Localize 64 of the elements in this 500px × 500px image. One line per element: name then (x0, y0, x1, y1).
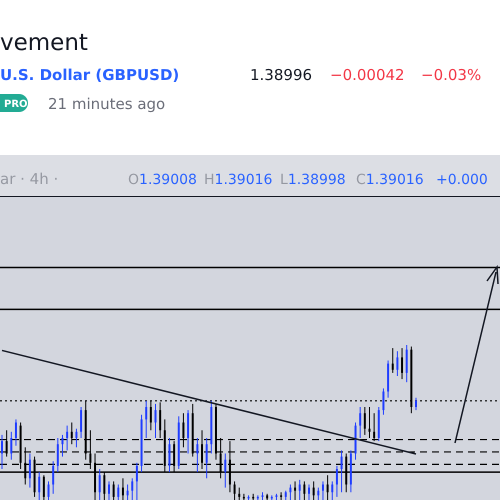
candlestick (61, 434, 64, 458)
candlestick (80, 406, 82, 438)
candlestick (75, 428, 78, 448)
candlestick (359, 406, 362, 438)
chart-subtitle: U.S. Dollar (GBPUSD) (0, 66, 180, 84)
candlestick (136, 462, 138, 500)
candlestick (364, 406, 366, 436)
candlestick (298, 479, 301, 500)
text: PRO (4, 99, 28, 110)
candlestick (38, 472, 40, 500)
candlestick (382, 388, 384, 416)
candlestick (401, 348, 404, 380)
candlestick (312, 480, 315, 500)
candlestick (66, 425, 68, 451)
candlestick (196, 438, 198, 473)
candlestick (1, 434, 3, 470)
candlestick (317, 487, 320, 500)
candlestick (224, 453, 226, 488)
candlestick (206, 438, 208, 479)
candlestick (112, 480, 115, 500)
text: +0.000 (436, 172, 488, 188)
candlestick (396, 350, 398, 376)
text: ar · 4h · (0, 170, 58, 188)
candlestick (284, 490, 287, 500)
candlestick (294, 480, 296, 500)
candlestick (322, 480, 324, 500)
text: H1.39016 (204, 172, 273, 188)
candlestick (14, 418, 17, 446)
candlestick (108, 480, 110, 500)
candlestick (145, 400, 148, 438)
candlestick (340, 450, 343, 493)
candlestick (126, 484, 129, 500)
candlestick (308, 484, 310, 500)
candlestick (154, 403, 157, 438)
candlestick (122, 478, 124, 500)
candlestick (406, 344, 408, 383)
candlestick (368, 406, 370, 438)
candlestick (331, 480, 334, 500)
candlestick (28, 453, 31, 488)
candlestick (289, 484, 292, 500)
candlestick (131, 478, 134, 500)
candlestick (168, 438, 170, 473)
candlestick (52, 460, 54, 494)
candlestick (10, 431, 12, 460)
candlestick (48, 480, 50, 500)
candlestick (234, 480, 236, 500)
text: L1.38998 (280, 172, 346, 188)
candlestick (336, 465, 338, 498)
candlestick (56, 438, 59, 473)
candlestick (238, 487, 240, 500)
candlestick (326, 474, 329, 500)
text: O1.39008 (128, 172, 197, 188)
text: C1.39016 (356, 172, 424, 188)
text: −0.03% (421, 66, 482, 84)
text: 21 minutes ago (48, 95, 166, 113)
candlestick (392, 348, 394, 374)
candlestick (117, 484, 120, 500)
candlestick (303, 480, 306, 500)
candlestick (98, 468, 101, 500)
text: −0.00042 (330, 66, 405, 84)
chart-title: vement (0, 30, 88, 56)
text: 1.38996 (250, 66, 312, 84)
candlestick (42, 474, 45, 500)
candlestick (415, 397, 417, 411)
